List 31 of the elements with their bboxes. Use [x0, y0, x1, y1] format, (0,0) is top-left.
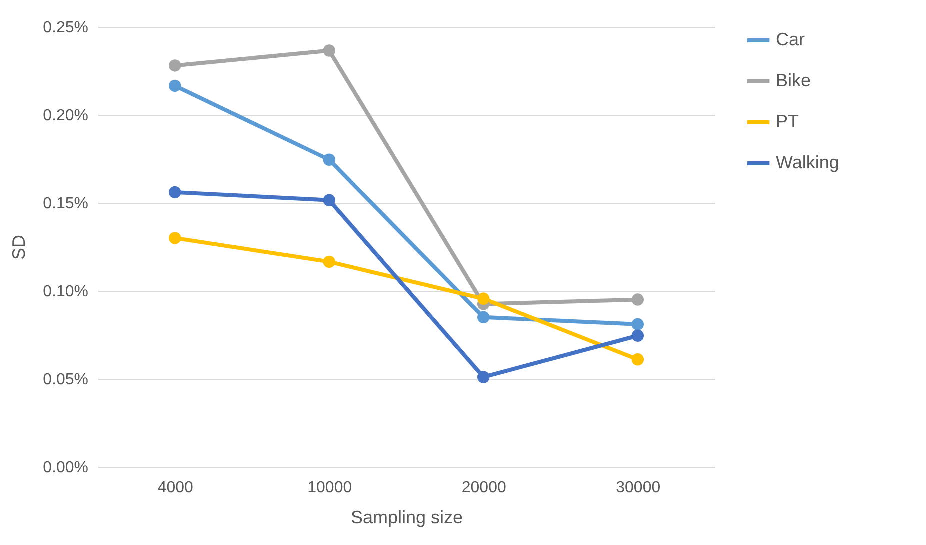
x-axis-title: Sampling size — [350, 508, 464, 528]
point — [169, 60, 182, 72]
point — [169, 186, 182, 199]
point — [323, 256, 336, 268]
x-tick-label: 30000 — [616, 480, 661, 496]
point — [169, 232, 182, 244]
x-tick-label: 4000 — [158, 480, 194, 496]
point — [323, 44, 336, 57]
point — [632, 330, 644, 342]
y-tick-label: 0.25% — [43, 20, 88, 36]
point — [478, 371, 490, 384]
y-tick-label: 0.15% — [43, 196, 88, 212]
point — [478, 292, 490, 306]
y-tick-label: 0.00% — [43, 460, 88, 476]
legend-label: PT — [776, 112, 800, 132]
point — [632, 318, 644, 331]
legend-label: Bike — [776, 70, 812, 90]
point — [632, 294, 644, 306]
legend-label: Car — [776, 30, 806, 50]
x-tick-label: 20000 — [462, 480, 506, 496]
point — [169, 80, 182, 92]
y-tick-label: 0.05% — [43, 372, 88, 388]
point — [632, 354, 644, 366]
point — [323, 194, 336, 206]
y-tick-label: 0.20% — [43, 108, 88, 124]
point — [478, 311, 490, 324]
point — [323, 154, 336, 166]
y-axis-title: SD — [9, 234, 30, 260]
x-tick-label: 10000 — [308, 480, 352, 496]
y-tick-label: 0.10% — [43, 284, 88, 300]
legend-label: Walking — [776, 152, 840, 172]
